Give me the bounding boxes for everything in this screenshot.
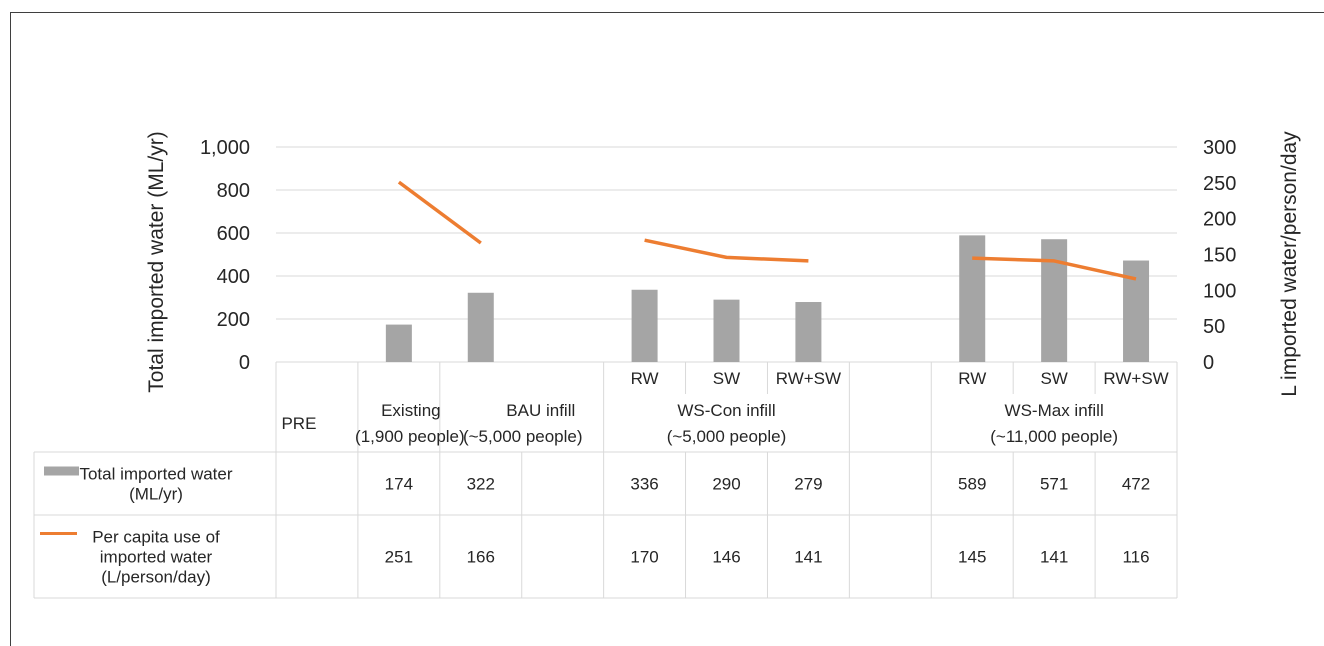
group-label: BAU infill [506,401,575,420]
table-cell: 166 [467,548,495,567]
y-tick-label: 200 [217,309,250,331]
y-tick-label: 400 [217,266,250,288]
table-cell: 145 [958,548,986,567]
legend-label: Total imported water [79,465,232,484]
category-label: RW [631,369,659,388]
y-tick-label: 600 [217,223,250,245]
group-sublabel: (~5,000 people) [667,427,787,446]
table-cell: 174 [385,475,413,494]
category-label: SW [713,369,740,388]
bar-rw-sw-6 [795,302,822,362]
table-cell: 116 [1122,548,1149,567]
axes: Total imported water (ML/yr) L imported … [145,131,1301,397]
legend-label: imported water [100,548,213,567]
y-tick-label: 1,000 [200,137,250,159]
bar-sw-5 [713,299,740,362]
group-label: PRE [281,414,316,433]
category-label: RW+SW [1103,369,1168,388]
y2-tick-label: 150 [1203,245,1236,267]
y-axis-title: Total imported water (ML/yr) [145,131,168,392]
category-label: RW+SW [776,369,841,388]
legend-label: (L/person/day) [101,568,211,587]
table-cell: 141 [794,548,822,567]
table-cell: 146 [712,548,740,567]
data-table: RW SW RW+SW RW SW RW+SW PRE Existing (1,900 peop… [33,361,1178,599]
bar-bau-infill-2 [467,292,494,362]
bar-rw-4 [631,289,658,362]
group-label: WS-Max infill [1005,401,1104,420]
table-cell: 170 [630,548,658,567]
legend-label: (ML/yr) [129,485,183,504]
table-cell: 251 [385,548,413,567]
y2-tick-label: 100 [1203,280,1236,302]
bar-sw-9 [1041,239,1068,362]
table-cell: 336 [630,475,658,494]
bar-existing-1 [385,324,412,362]
y2-axis-title: L imported water/person/day [1278,131,1301,397]
per-capita-line [397,180,482,245]
group-sublabel: (~11,000 people) [990,427,1118,446]
group-sublabel: (~5,000 people) [463,427,583,446]
y2-tick-label: 300 [1203,137,1236,159]
per-capita-line [644,238,809,263]
per-capita-line [972,256,1137,281]
y2-tick-label: 0 [1203,352,1214,374]
group-label: Existing [381,401,441,420]
category-label: SW [1040,369,1067,388]
legend-key-bar [44,466,79,476]
line-series [397,180,1137,281]
category-label: RW [958,369,986,388]
table-cell: 322 [467,475,495,494]
table-cell: 571 [1040,475,1068,494]
bar-rw-8 [959,235,986,362]
bar-series [385,235,1150,362]
group-sublabel: (1,900 people) [355,427,465,446]
y2-tick-label: 200 [1203,209,1236,231]
table-cell: 141 [1040,548,1068,567]
table-cell: 589 [958,475,986,494]
table-cell: 472 [1122,475,1150,494]
chart-frame [10,12,1324,646]
y-tick-label: 800 [217,180,250,202]
y2-tick-label: 250 [1203,173,1236,195]
y-tick-label: 0 [239,352,250,374]
legend-label: Per capita use of [92,528,220,547]
table-cell: 290 [712,475,740,494]
group-label: WS-Con infill [677,401,775,420]
y2-tick-label: 50 [1203,316,1225,338]
table-cell: 279 [794,475,822,494]
